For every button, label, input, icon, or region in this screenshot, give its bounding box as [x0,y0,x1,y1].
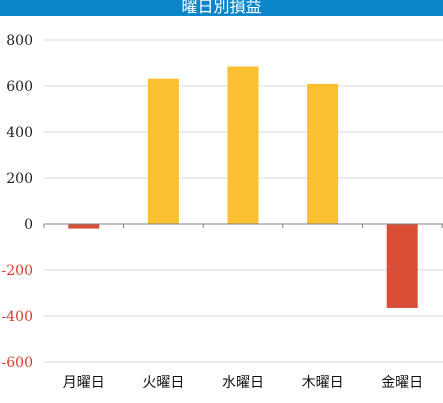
x-tick-label: 木曜日 [302,375,344,391]
x-tick-label: 火曜日 [142,375,184,391]
x-tick-label: 水曜日 [222,375,264,391]
bar-1 [147,78,179,224]
chart-title: 曜日別損益 [0,0,443,16]
y-tick-label: -600 [2,355,33,371]
y-tick-label: 600 [6,79,33,95]
y-tick-label: 200 [6,171,33,187]
bar-4 [386,224,418,308]
y-tick-label: -200 [2,263,33,279]
y-tick-label: -400 [2,309,33,325]
y-tick-label: 800 [6,33,33,49]
y-tick-label: 400 [6,125,33,141]
y-tick-label: 0 [24,217,33,233]
bar-0 [68,224,100,229]
x-tick-label: 金曜日 [381,375,423,391]
bar-2 [227,66,259,224]
bar-3 [307,83,339,225]
x-tick-label: 月曜日 [63,375,105,391]
